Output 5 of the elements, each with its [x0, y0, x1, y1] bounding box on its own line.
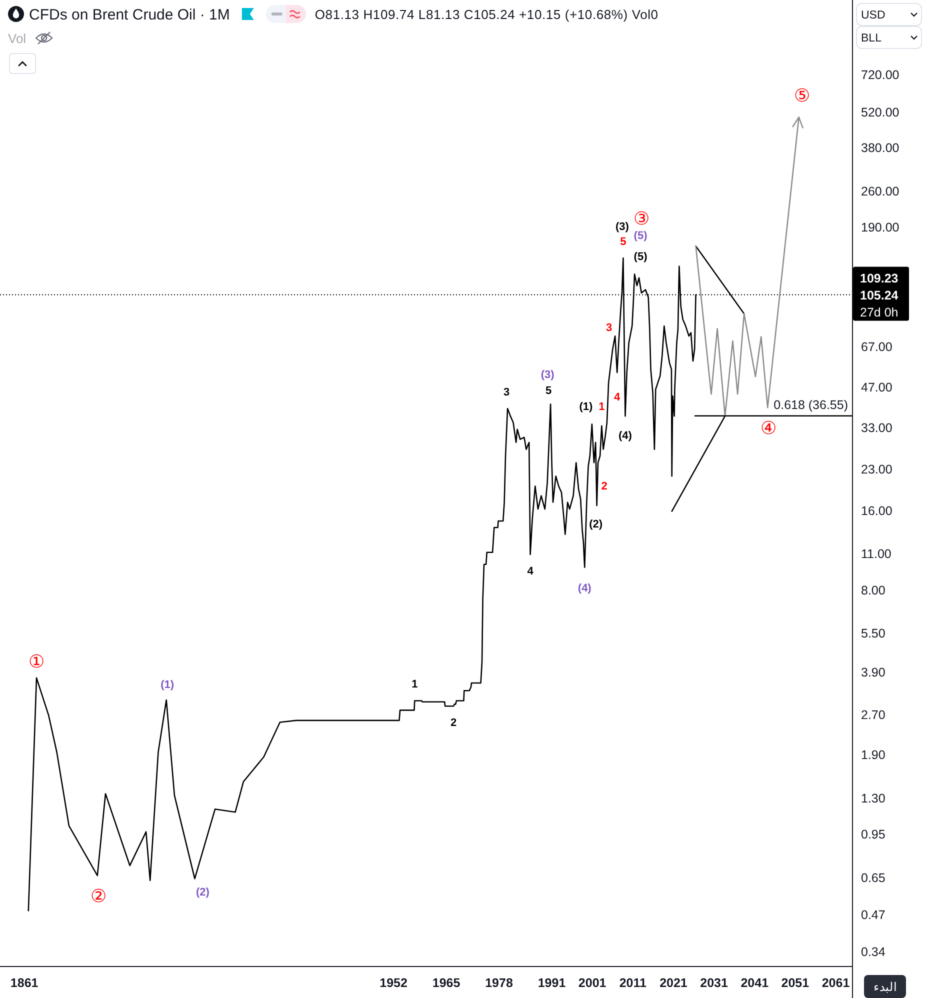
badge-text: 109.23 [860, 271, 898, 286]
ref-line-label: 105.24 [860, 288, 898, 302]
badge-text: 27d 0h [860, 305, 898, 320]
title: CFDs on Brent Crude Oil · 1M [29, 6, 230, 24]
subtitle: O81.13 H109.74 L81.13 C105.24 +10.15 (+10.68%) Vol0 [314, 7, 658, 22]
